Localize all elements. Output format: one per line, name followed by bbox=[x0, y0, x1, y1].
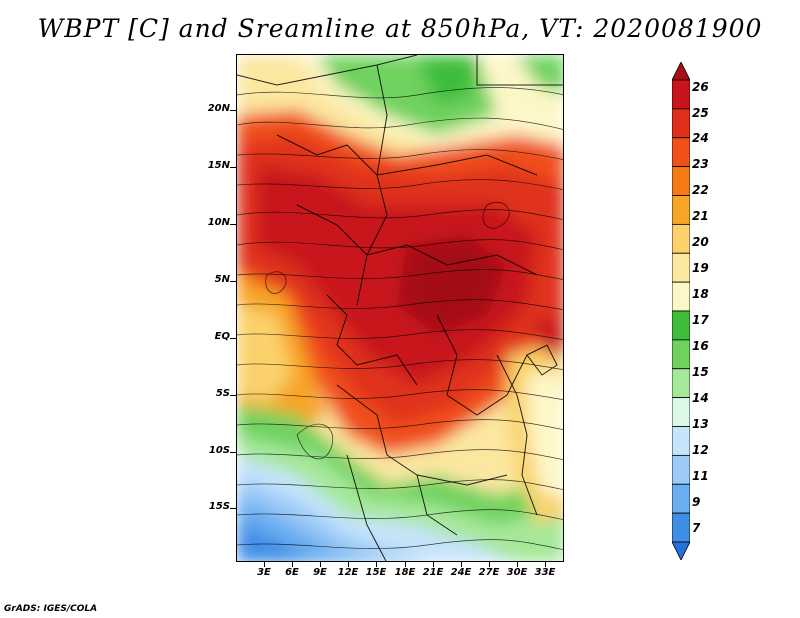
wbpt-field bbox=[237, 55, 563, 561]
lat-label: 20N bbox=[207, 103, 230, 114]
colorbar-label: 18 bbox=[692, 287, 709, 301]
colorbar-segment bbox=[672, 339, 690, 370]
colorbar-segment bbox=[672, 454, 690, 485]
lat-label: 15S bbox=[208, 501, 230, 512]
colorbar-label: 14 bbox=[692, 391, 709, 405]
colorbar-label: 25 bbox=[692, 106, 709, 120]
lat-label: 10S bbox=[208, 445, 230, 456]
map-panel bbox=[236, 54, 564, 562]
colorbar-top-arrow bbox=[672, 62, 690, 81]
colorbar-label: 19 bbox=[692, 261, 709, 275]
lon-label: 21E bbox=[422, 567, 444, 578]
colorbar-label: 16 bbox=[692, 339, 709, 353]
colorbar-label: 15 bbox=[692, 365, 709, 379]
colorbar bbox=[672, 62, 690, 560]
lon-label: 6E bbox=[285, 567, 299, 578]
lat-tick bbox=[230, 338, 236, 339]
lat-label: EQ bbox=[214, 331, 230, 342]
colorbar-label: 24 bbox=[692, 131, 709, 145]
colorbar-label: 9 bbox=[692, 495, 701, 509]
lon-tick bbox=[376, 562, 377, 567]
lat-tick bbox=[230, 110, 236, 111]
colorbar-label: 13 bbox=[692, 417, 709, 431]
colorbar-label: 17 bbox=[692, 313, 709, 327]
lon-label: 27E bbox=[478, 567, 500, 578]
lon-label: 33E bbox=[534, 567, 556, 578]
lon-label: 9E bbox=[313, 567, 327, 578]
lat-tick bbox=[230, 452, 236, 453]
colorbar-segment bbox=[672, 223, 690, 254]
lon-label: 24E bbox=[450, 567, 472, 578]
credit: GrADS: IGES/COLA bbox=[4, 604, 98, 614]
colorbar-segment bbox=[672, 166, 690, 196]
colorbar-segment bbox=[672, 310, 690, 341]
colorbar-segment bbox=[672, 79, 690, 110]
lon-tick bbox=[264, 562, 265, 567]
colorbar-segment bbox=[672, 368, 690, 399]
map-title: WBPT [C] and Sreamline at 850hPa, VT: 20… bbox=[37, 14, 763, 43]
colorbar-segment bbox=[672, 108, 690, 139]
colorbar-segment bbox=[672, 426, 690, 456]
lon-tick bbox=[433, 562, 434, 567]
colorbar-segment bbox=[672, 397, 690, 427]
colorbar-segment bbox=[672, 137, 690, 168]
lon-label: 3E bbox=[257, 567, 271, 578]
lon-label: 15E bbox=[365, 567, 387, 578]
colorbar-label: 12 bbox=[692, 443, 709, 457]
lon-tick bbox=[320, 562, 321, 567]
lon-tick bbox=[489, 562, 490, 567]
colorbar-label: 20 bbox=[692, 235, 709, 249]
colorbar-segment bbox=[672, 195, 690, 225]
lat-tick bbox=[230, 508, 236, 509]
colorbar-label: 21 bbox=[692, 209, 709, 223]
colorbar-label: 23 bbox=[692, 157, 709, 171]
lat-label: 5S bbox=[215, 388, 230, 399]
colorbar-bottom-arrow bbox=[672, 541, 690, 560]
lat-label: 10N bbox=[207, 217, 230, 228]
colorbar-label: 26 bbox=[692, 80, 709, 94]
lon-tick bbox=[405, 562, 406, 567]
lon-tick bbox=[545, 562, 546, 567]
colorbar-segment bbox=[672, 281, 690, 312]
colorbar-label: 22 bbox=[692, 183, 709, 197]
lat-tick bbox=[230, 224, 236, 225]
colorbar-label: 11 bbox=[692, 469, 709, 483]
lat-tick bbox=[230, 281, 236, 282]
lat-tick bbox=[230, 395, 236, 396]
colorbar-segment bbox=[672, 483, 690, 514]
colorbar-segment bbox=[672, 252, 690, 283]
lat-tick bbox=[230, 167, 236, 168]
colorbar-label: 7 bbox=[692, 521, 701, 535]
lon-tick bbox=[461, 562, 462, 567]
lon-tick bbox=[517, 562, 518, 567]
colorbar-segment bbox=[672, 512, 690, 543]
lon-label: 18E bbox=[394, 567, 416, 578]
lat-label: 15N bbox=[207, 160, 230, 171]
lon-label: 12E bbox=[337, 567, 359, 578]
lon-tick bbox=[348, 562, 349, 567]
lon-tick bbox=[292, 562, 293, 567]
lat-label: 5N bbox=[214, 274, 230, 285]
lon-label: 30E bbox=[506, 567, 528, 578]
